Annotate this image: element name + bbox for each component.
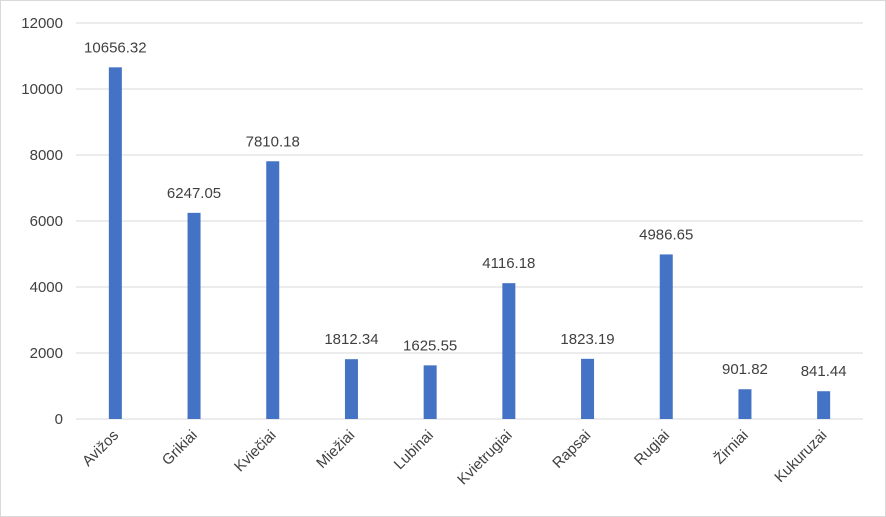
data-label: 1823.19 — [560, 331, 614, 348]
x-tick-label: Kukuruzai — [771, 427, 830, 486]
y-tick-label: 0 — [55, 411, 63, 428]
x-tick-label: Žirniai — [711, 427, 752, 468]
y-tick-label: 2000 — [30, 345, 63, 362]
x-tick-label: Lubinai — [391, 427, 437, 473]
y-tick-label: 4000 — [30, 279, 63, 296]
data-label: 10656.32 — [84, 39, 147, 56]
data-label: 1625.55 — [403, 337, 457, 354]
x-tick-label: Grikiai — [159, 427, 201, 469]
bar — [344, 359, 358, 419]
bar — [581, 358, 595, 419]
bar — [266, 161, 280, 420]
x-tick-label: Avižos — [79, 427, 122, 470]
bar — [659, 254, 673, 419]
y-tick-label: 12000 — [21, 15, 63, 32]
bar — [423, 365, 437, 419]
data-label: 4116.18 — [482, 255, 535, 272]
y-tick-label: 8000 — [30, 147, 63, 164]
x-tick-label: Rapsai — [549, 427, 594, 472]
bar — [738, 389, 752, 419]
x-tick-label: Kviečiai — [231, 427, 280, 476]
x-tick-label: Rugiai — [631, 427, 673, 469]
data-label: 901.82 — [722, 361, 768, 378]
bar — [817, 391, 831, 419]
data-label: 1812.34 — [324, 331, 378, 348]
data-label: 6247.05 — [167, 185, 221, 202]
data-label: 841.44 — [801, 363, 847, 380]
x-tick-label: Kvietrugiai — [454, 427, 516, 489]
data-label: 4986.65 — [639, 226, 693, 243]
bar — [502, 283, 516, 419]
y-tick-label: 6000 — [30, 213, 63, 230]
data-label: 7810.18 — [246, 133, 300, 150]
x-tick-label: Miežiai — [313, 427, 358, 472]
bar — [108, 67, 122, 420]
bar — [187, 212, 201, 419]
y-tick-label: 10000 — [21, 81, 63, 98]
